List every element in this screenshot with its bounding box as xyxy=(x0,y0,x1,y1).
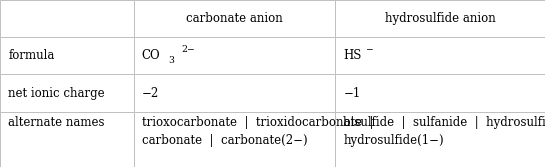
Bar xyxy=(335,112,545,167)
Text: trioxocarbonate  |  trioxidocarbonate  |: trioxocarbonate | trioxidocarbonate | xyxy=(142,116,373,129)
Bar xyxy=(0,37,134,74)
Text: carbonate anion: carbonate anion xyxy=(186,12,283,25)
Bar xyxy=(335,74,545,112)
Text: bisulfide  |  sulfanide  |  hydrosulfide  |: bisulfide | sulfanide | hydrosulfide | xyxy=(343,116,545,129)
Bar xyxy=(335,37,545,74)
Bar xyxy=(0,0,134,37)
Bar xyxy=(0,74,134,112)
Bar xyxy=(134,0,335,37)
Text: carbonate  |  carbonate(2−): carbonate | carbonate(2−) xyxy=(142,134,307,147)
Text: HS: HS xyxy=(343,49,362,62)
Text: hydrosulfide anion: hydrosulfide anion xyxy=(385,12,495,25)
Bar xyxy=(134,74,335,112)
Bar xyxy=(0,112,134,167)
Text: alternate names: alternate names xyxy=(8,116,105,129)
Text: −2: −2 xyxy=(142,87,159,100)
Bar xyxy=(335,0,545,37)
Text: net ionic charge: net ionic charge xyxy=(8,87,105,100)
Bar xyxy=(134,112,335,167)
Text: formula: formula xyxy=(8,49,54,62)
Text: −1: −1 xyxy=(343,87,361,100)
Text: CO: CO xyxy=(142,49,160,62)
Text: 3: 3 xyxy=(168,56,174,65)
Text: 2−: 2− xyxy=(181,45,195,54)
Bar xyxy=(134,37,335,74)
Text: −: − xyxy=(365,45,373,54)
Text: hydrosulfide(1−): hydrosulfide(1−) xyxy=(343,134,444,147)
